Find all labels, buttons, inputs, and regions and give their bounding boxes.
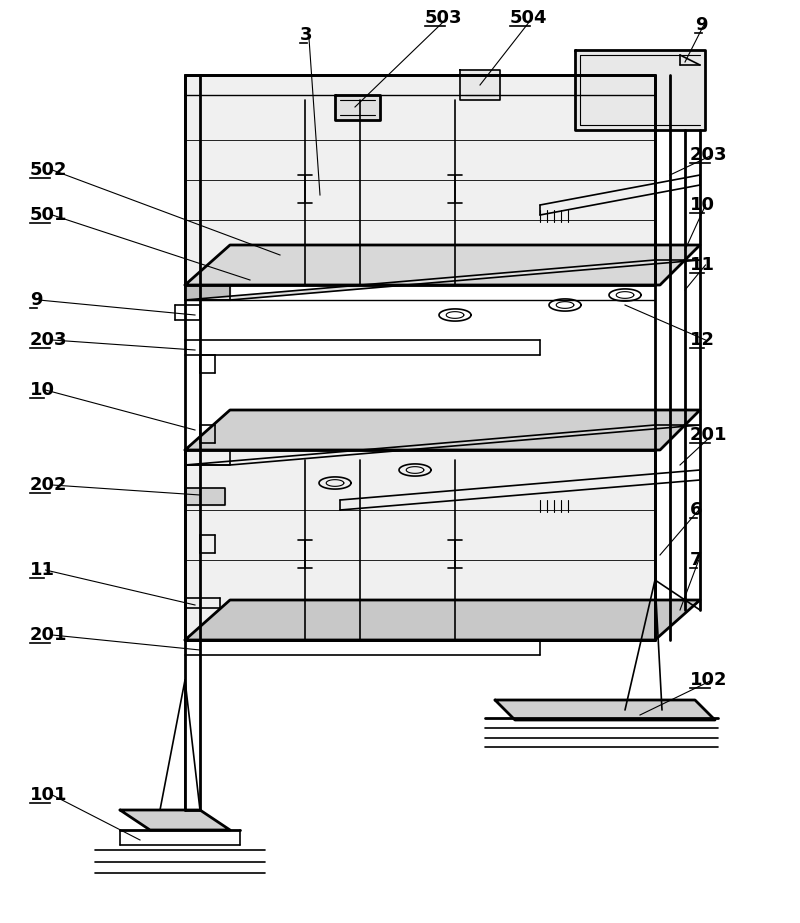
Text: 203: 203 [690,146,727,164]
Polygon shape [185,600,700,640]
Text: 10: 10 [30,381,55,399]
Polygon shape [335,95,380,120]
Text: 7: 7 [690,551,702,569]
Text: 201: 201 [690,426,727,444]
Text: 101: 101 [30,786,67,804]
Text: 9: 9 [695,16,707,34]
Polygon shape [185,285,230,300]
Text: 503: 503 [425,9,462,27]
Polygon shape [185,425,700,465]
Text: 3: 3 [300,26,313,44]
Polygon shape [185,75,655,285]
Polygon shape [185,260,700,300]
Text: 202: 202 [30,476,67,494]
Polygon shape [185,450,655,640]
Text: 502: 502 [30,161,67,179]
Polygon shape [185,245,700,285]
Polygon shape [185,488,225,505]
Text: 12: 12 [690,331,715,349]
Text: 504: 504 [510,9,547,27]
Text: 203: 203 [30,331,67,349]
Polygon shape [575,50,705,130]
Text: 11: 11 [690,256,715,274]
Polygon shape [460,70,500,100]
Text: 6: 6 [690,501,702,519]
Polygon shape [185,410,700,450]
Text: 102: 102 [690,671,727,689]
Polygon shape [185,450,230,465]
Text: 201: 201 [30,626,67,644]
Text: 10: 10 [690,196,715,214]
Polygon shape [120,810,230,830]
Text: 501: 501 [30,206,67,224]
Text: 11: 11 [30,561,55,579]
Polygon shape [495,700,715,720]
Text: 9: 9 [30,291,42,309]
